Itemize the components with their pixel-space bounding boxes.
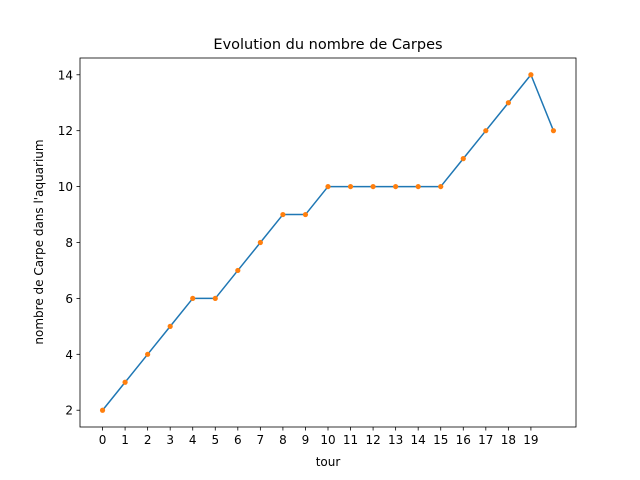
x-tick-label: 7	[257, 433, 265, 447]
y-tick-label: 10	[58, 180, 73, 194]
x-tick-label: 16	[456, 433, 471, 447]
data-point	[550, 128, 557, 134]
data-point	[438, 183, 444, 190]
x-tick-label: 8	[279, 433, 287, 447]
x-axis-label: tour	[316, 455, 341, 469]
data-point	[145, 351, 151, 357]
x-tick-label: 1	[121, 433, 129, 447]
chart-title: Evolution du nombre de Carpes	[213, 37, 442, 53]
x-tick-label: 0	[99, 433, 107, 447]
x-tick-label: 5	[211, 433, 219, 447]
data-point	[460, 156, 466, 162]
y-tick-label: 14	[58, 68, 73, 82]
data-point	[280, 211, 286, 218]
y-tick-label: 6	[65, 292, 73, 306]
data-point	[483, 128, 489, 134]
data-point	[167, 323, 173, 329]
y-tick-label: 8	[65, 236, 73, 250]
y-tick-label: 12	[58, 124, 73, 138]
data-point	[257, 239, 263, 246]
x-tick-label: 18	[501, 433, 516, 447]
x-tick-label: 17	[478, 433, 493, 447]
x-tick-label: 10	[320, 433, 335, 447]
x-tick-label: 15	[433, 433, 448, 447]
x-tick-label: 13	[388, 433, 403, 447]
data-point	[99, 407, 106, 413]
data-point	[235, 267, 241, 274]
x-tick-label: 12	[365, 433, 380, 447]
x-tick-label: 4	[189, 433, 197, 447]
x-tick-label: 6	[234, 433, 242, 447]
data-point	[302, 211, 309, 218]
data-point	[393, 183, 399, 190]
x-tick-label: 9	[302, 433, 310, 447]
data-point	[212, 295, 218, 302]
x-tick-label: 2	[144, 433, 152, 447]
y-axis-label: nombre de Carpe dans l'aquarium	[32, 139, 46, 344]
data-point	[190, 295, 196, 302]
x-tick-label: 11	[343, 433, 358, 447]
series-layer	[99, 72, 557, 413]
data-point	[347, 183, 354, 190]
data-point	[528, 72, 534, 78]
x-tick-label: 14	[411, 433, 426, 447]
y-axis-ticks: 2 4 6 8 10 12 14	[58, 68, 80, 418]
x-tick-label: 3	[166, 433, 174, 447]
x-axis-ticks: 0 1 2 3 4 5 6 7 8 9 10 11 12 13 14 15 16 17 18 19	[99, 427, 539, 447]
data-point	[415, 183, 421, 190]
data-point	[505, 100, 511, 106]
x-tick-label: 19	[523, 433, 538, 447]
y-tick-label: 4	[65, 348, 73, 362]
data-point	[370, 183, 376, 190]
y-tick-label: 2	[65, 404, 73, 418]
data-point	[122, 379, 128, 385]
data-point	[325, 183, 331, 190]
